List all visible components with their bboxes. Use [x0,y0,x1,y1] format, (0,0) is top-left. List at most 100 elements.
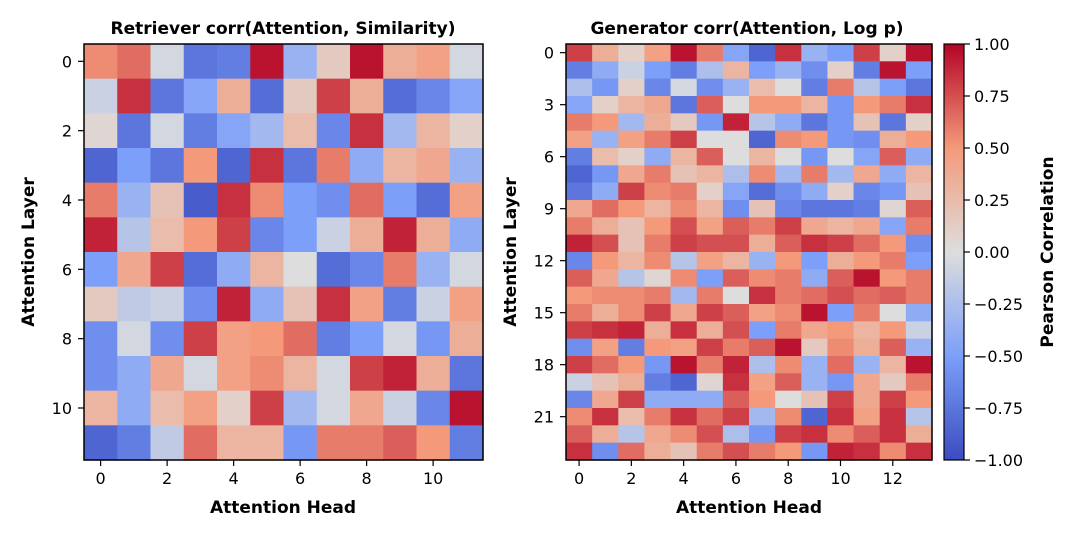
generator-cell-r20-c5 [696,390,724,409]
colorbar-tick-label: 0.00 [974,243,1010,262]
generator-cell-r18-c6 [722,356,750,374]
retriever-cell-r5-c3 [183,217,218,253]
retriever-cell-r7-c8 [350,286,384,322]
generator-cell-r21-c12 [879,408,907,426]
retriever-cell-r8-c0 [84,321,118,357]
generator-x-ticks: 0 2 4 6 8 10 12 [574,460,903,488]
retriever-x-tick-label: 8 [362,469,372,488]
retriever-cell-r6-c5 [250,252,285,288]
generator-cell-r21-c1 [592,408,619,426]
generator-cell-r2-c2 [618,78,646,97]
retriever-cell-r4-c3 [183,182,218,218]
generator-cell-r19-c6 [722,373,750,392]
retriever-cell-r3-c3 [183,148,218,184]
generator-y-axis-label: Attention Layer [501,177,521,327]
generator-cell-r2-c3 [644,78,672,97]
generator-y-tick-label: 9 [544,200,554,219]
generator-cell-r10-c4 [670,217,698,236]
retriever-cell-r7-c4 [217,286,251,322]
generator-cell-r0-c13 [905,44,933,62]
generator-cell-r19-c5 [696,373,724,392]
retriever-cell-r11-c3 [183,425,218,461]
generator-cell-r13-c1 [592,269,619,288]
generator-cell-r21-c13 [905,408,933,426]
generator-cell-r12-c10 [827,252,855,270]
retriever-cell-r2-c1 [117,113,152,149]
generator-cell-r10-c12 [879,217,907,236]
retriever-cell-r10-c10 [416,390,451,426]
generator-cell-r9-c9 [801,200,829,218]
generator-cell-r8-c10 [827,182,855,201]
generator-cell-r5-c6 [722,130,750,149]
generator-cell-r15-c0 [566,304,593,322]
retriever-cell-r11-c0 [84,425,118,461]
generator-cell-r0-c3 [644,44,672,62]
generator-cell-r23-c13 [905,442,933,461]
generator-cell-r16-c11 [853,321,881,340]
generator-cell-r4-c11 [853,113,881,132]
generator-cell-r22-c8 [775,425,802,444]
generator-cell-r18-c2 [618,356,646,374]
retriever-cell-r10-c4 [217,390,251,426]
generator-cell-r15-c8 [775,304,802,322]
generator-cell-r13-c2 [618,269,646,288]
generator-cell-r10-c3 [644,217,672,236]
retriever-cell-r1-c4 [217,78,251,114]
retriever-cell-r7-c9 [383,286,418,322]
generator-cell-r19-c3 [644,373,672,392]
retriever-cell-r3-c8 [350,148,384,184]
retriever-cell-r2-c7 [316,113,351,149]
generator-cell-r21-c2 [618,408,646,426]
generator-cell-r7-c11 [853,165,881,184]
generator-cell-r19-c8 [775,373,802,392]
retriever-cell-r6-c4 [217,252,251,288]
retriever-cell-r8-c10 [416,321,451,357]
retriever-cell-r0-c9 [383,44,418,80]
generator-cell-r13-c8 [775,269,802,288]
retriever-cell-r1-c7 [316,78,351,114]
retriever-cell-r6-c6 [283,252,318,288]
retriever-cell-r6-c8 [350,252,384,288]
generator-cell-r19-c4 [670,373,698,392]
generator-cell-r11-c12 [879,234,907,253]
generator-cell-r17-c2 [618,338,646,357]
generator-cell-r20-c1 [592,390,619,409]
generator-cell-r23-c11 [853,442,881,461]
generator-cell-r19-c2 [618,373,646,392]
generator-cell-r6-c0 [566,148,593,166]
generator-cell-r21-c4 [670,408,698,426]
colorbar-tick-label: 1.00 [974,35,1010,54]
generator-cell-r7-c6 [722,165,750,184]
retriever-y-tick-label: 8 [62,330,72,349]
retriever-cell-r8-c3 [183,321,218,357]
retriever-cell-r3-c9 [383,148,418,184]
retriever-cell-r6-c9 [383,252,418,288]
retriever-cell-r5-c5 [250,217,285,253]
generator-cell-r17-c1 [592,338,619,357]
generator-cell-r22-c11 [853,425,881,444]
generator-cell-r20-c2 [618,390,646,409]
generator-cell-r8-c0 [566,182,593,201]
retriever-cell-r0-c8 [350,44,384,80]
retriever-y-axis-label: Attention Layer [19,177,39,327]
generator-cell-r2-c7 [749,78,776,97]
retriever-cell-r4-c4 [217,182,251,218]
generator-cell-r3-c1 [592,96,619,114]
generator-cell-r8-c1 [592,182,619,201]
retriever-cell-r10-c3 [183,390,218,426]
generator-cell-r12-c7 [749,252,776,270]
generator-cell-r1-c9 [801,61,829,80]
generator-cell-r4-c13 [905,113,933,132]
colorbar-tick-label: −0.50 [974,347,1023,366]
generator-cell-r6-c9 [801,148,829,166]
generator-cell-r21-c11 [853,408,881,426]
generator-cell-r22-c10 [827,425,855,444]
generator-cell-r16-c10 [827,321,855,340]
retriever-cell-r1-c3 [183,78,218,114]
generator-cell-r10-c5 [696,217,724,236]
generator-cell-r2-c9 [801,78,829,97]
retriever-cell-r8-c4 [217,321,251,357]
colorbar-tick-label: −0.25 [974,295,1023,314]
generator-cell-r14-c13 [905,286,933,305]
retriever-cell-r7-c3 [183,286,218,322]
